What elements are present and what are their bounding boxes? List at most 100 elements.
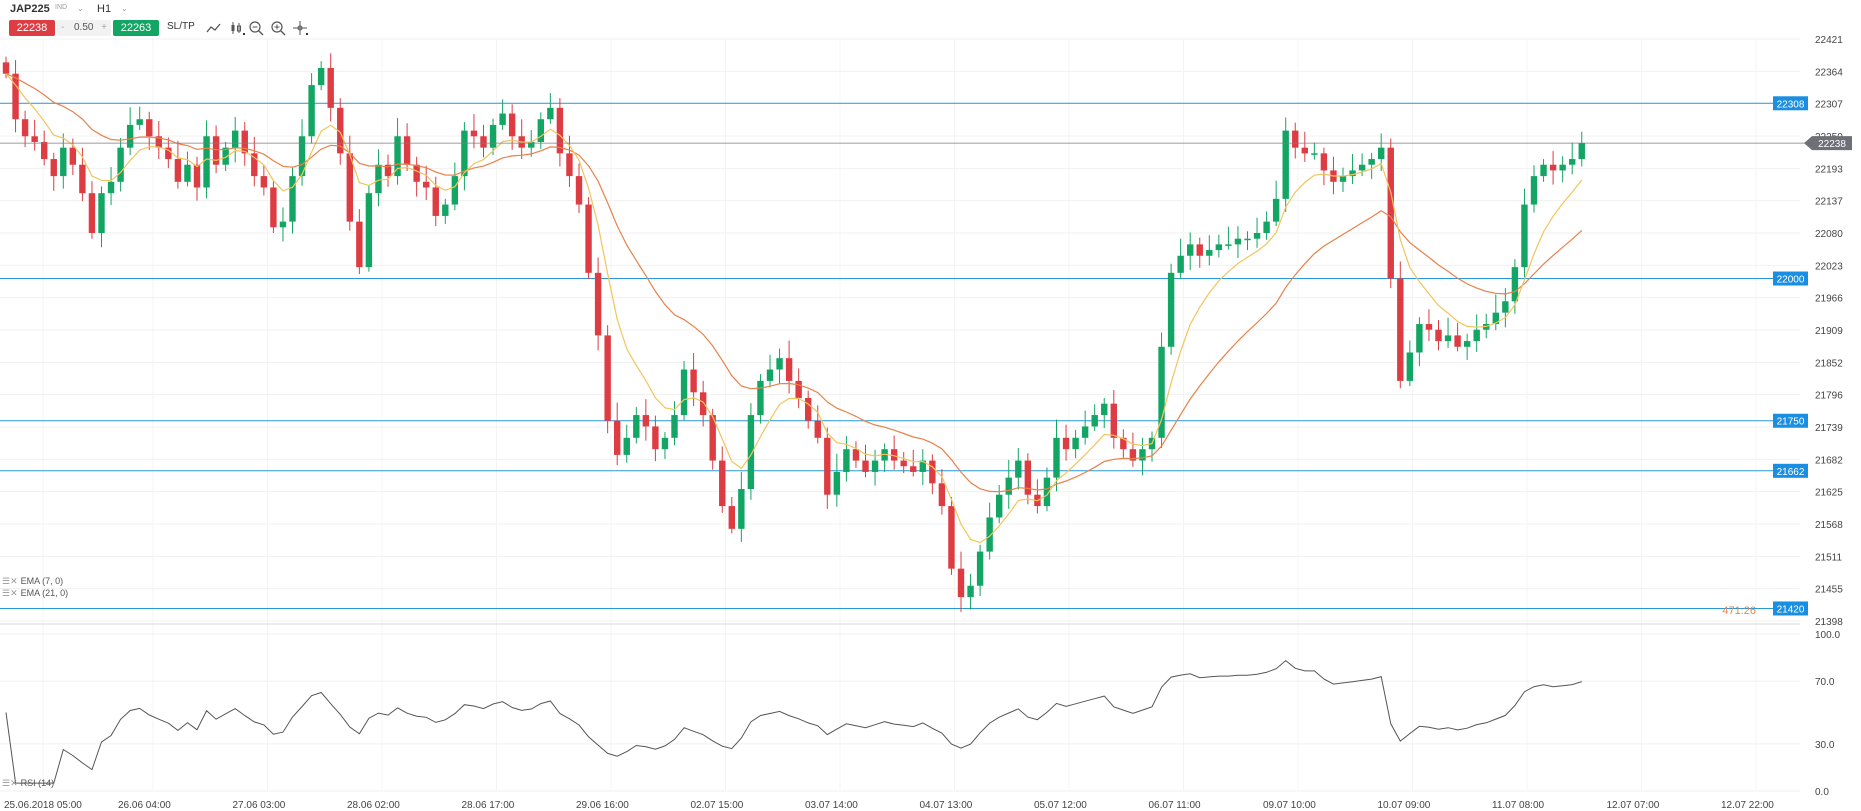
time-tick-label: 03.07 14:00	[805, 800, 858, 811]
candle-body	[585, 204, 592, 273]
candle-body	[747, 415, 755, 490]
candle-body	[1435, 329, 1442, 342]
volume-stepper[interactable]: - 0.50 +	[57, 20, 111, 36]
candle-body	[21, 119, 29, 137]
candle-body	[547, 107, 554, 120]
price-tick-label: 21511	[1815, 552, 1843, 563]
candle-body	[986, 517, 993, 552]
candle-body	[1015, 460, 1022, 478]
line-chart-icon[interactable]	[205, 20, 223, 36]
candle-body	[1559, 164, 1566, 171]
time-tick-label: 10.07 09:00	[1378, 800, 1431, 811]
candle-body	[1416, 324, 1423, 353]
candle-body	[852, 449, 860, 461]
candle-body	[824, 437, 831, 495]
rsi-grid	[0, 633, 1800, 792]
candle-body	[117, 147, 124, 182]
ema7-legend[interactable]: ☰✕ EMA (7, 0)	[2, 576, 63, 587]
candle-body	[1311, 153, 1318, 155]
candle-body	[241, 130, 248, 154]
candle-body	[480, 136, 487, 148]
timeframe-selector[interactable]: H1	[97, 3, 112, 15]
candle-body	[69, 147, 77, 165]
sl-tp-button[interactable]: SL/TP	[167, 21, 195, 32]
drag-handle-icon[interactable]: ☰✕	[2, 588, 18, 598]
rsi-axis: 100.0 70.0 30.0 0.0	[1815, 630, 1840, 798]
price-tick-label: 21739	[1815, 423, 1843, 434]
candle-body	[1139, 449, 1146, 461]
candle-body	[919, 460, 926, 472]
candle-body	[862, 460, 869, 472]
rsi-tick-label: 30.0	[1815, 740, 1835, 751]
candle-body	[432, 187, 439, 216]
candle-body	[88, 193, 96, 233]
price-tick-label: 22080	[1815, 229, 1843, 240]
candle-body	[1511, 267, 1519, 302]
price-tick-label: 21398	[1815, 617, 1843, 628]
candle-body	[1206, 250, 1213, 256]
price-tick-label: 22307	[1815, 100, 1843, 111]
candle-body	[394, 136, 401, 177]
candle-body	[1101, 403, 1108, 416]
candle-body	[1110, 403, 1117, 438]
candle-body	[1406, 352, 1414, 381]
candle-body	[193, 164, 201, 188]
price-tick-label: 21966	[1815, 294, 1843, 305]
candle-body	[699, 392, 707, 416]
ema-7-line	[5, 73, 1583, 544]
candle-body	[50, 159, 57, 177]
candle-body	[1120, 437, 1127, 450]
candle-body	[1177, 255, 1184, 273]
candle-body	[413, 164, 420, 182]
candle-body	[938, 483, 946, 507]
volume-decrease-button[interactable]: -	[61, 22, 65, 33]
price-tag-label: 22308	[1777, 99, 1805, 110]
candle-body	[184, 164, 191, 182]
candle-body	[1253, 233, 1261, 239]
candle-body	[766, 369, 774, 381]
drag-handle-icon[interactable]: ☰✕	[2, 778, 18, 788]
candle-body	[442, 204, 449, 216]
candle-body	[60, 147, 67, 177]
candle-body	[604, 335, 611, 421]
candle-body	[107, 181, 115, 194]
candle-body	[1225, 244, 1232, 246]
symbol-name[interactable]: JAP225	[10, 3, 50, 15]
candle-body	[881, 449, 888, 461]
candle-body	[461, 130, 468, 177]
buy-button[interactable]: 22263	[113, 20, 159, 36]
ema21-legend[interactable]: ☰✕ EMA (21, 0)	[2, 588, 68, 599]
candle-body	[126, 124, 134, 148]
zoom-in-icon[interactable]	[270, 20, 288, 36]
time-tick-label: 12.07 07:00	[1607, 800, 1660, 811]
partial-label: 471.26	[1722, 605, 1756, 617]
zoom-out-icon[interactable]	[248, 20, 266, 36]
volume-increase-button[interactable]: +	[101, 22, 107, 33]
candle-body	[289, 176, 296, 222]
crosshair-icon[interactable]	[292, 20, 310, 36]
rsi-legend[interactable]: ☰✕ RSI (14)	[2, 778, 54, 789]
candle-body	[967, 585, 974, 598]
price-tick-label: 22193	[1815, 164, 1843, 175]
price-tick-label: 21568	[1815, 520, 1843, 531]
current-price-tag	[1804, 136, 1852, 151]
candles-icon[interactable]	[229, 20, 247, 36]
sell-button[interactable]: 22238	[9, 20, 55, 36]
candle-body	[1062, 437, 1070, 450]
candle-body	[155, 136, 162, 148]
candle-body	[566, 153, 573, 177]
candle-body	[136, 119, 143, 125]
drag-handle-icon[interactable]: ☰✕	[2, 576, 18, 586]
candle-body	[212, 136, 220, 165]
candle-body	[222, 147, 229, 165]
candle-body	[890, 449, 898, 461]
candle-body	[403, 136, 411, 165]
candle-body	[948, 506, 955, 569]
volume-value[interactable]: 0.50	[74, 22, 94, 33]
candle-body	[146, 119, 153, 137]
candle-body	[1292, 130, 1299, 148]
symbol-dropdown-icon[interactable]: ⌄	[77, 4, 84, 13]
timeframe-dropdown-icon[interactable]: ⌄	[121, 4, 128, 13]
candle-body	[719, 460, 726, 507]
